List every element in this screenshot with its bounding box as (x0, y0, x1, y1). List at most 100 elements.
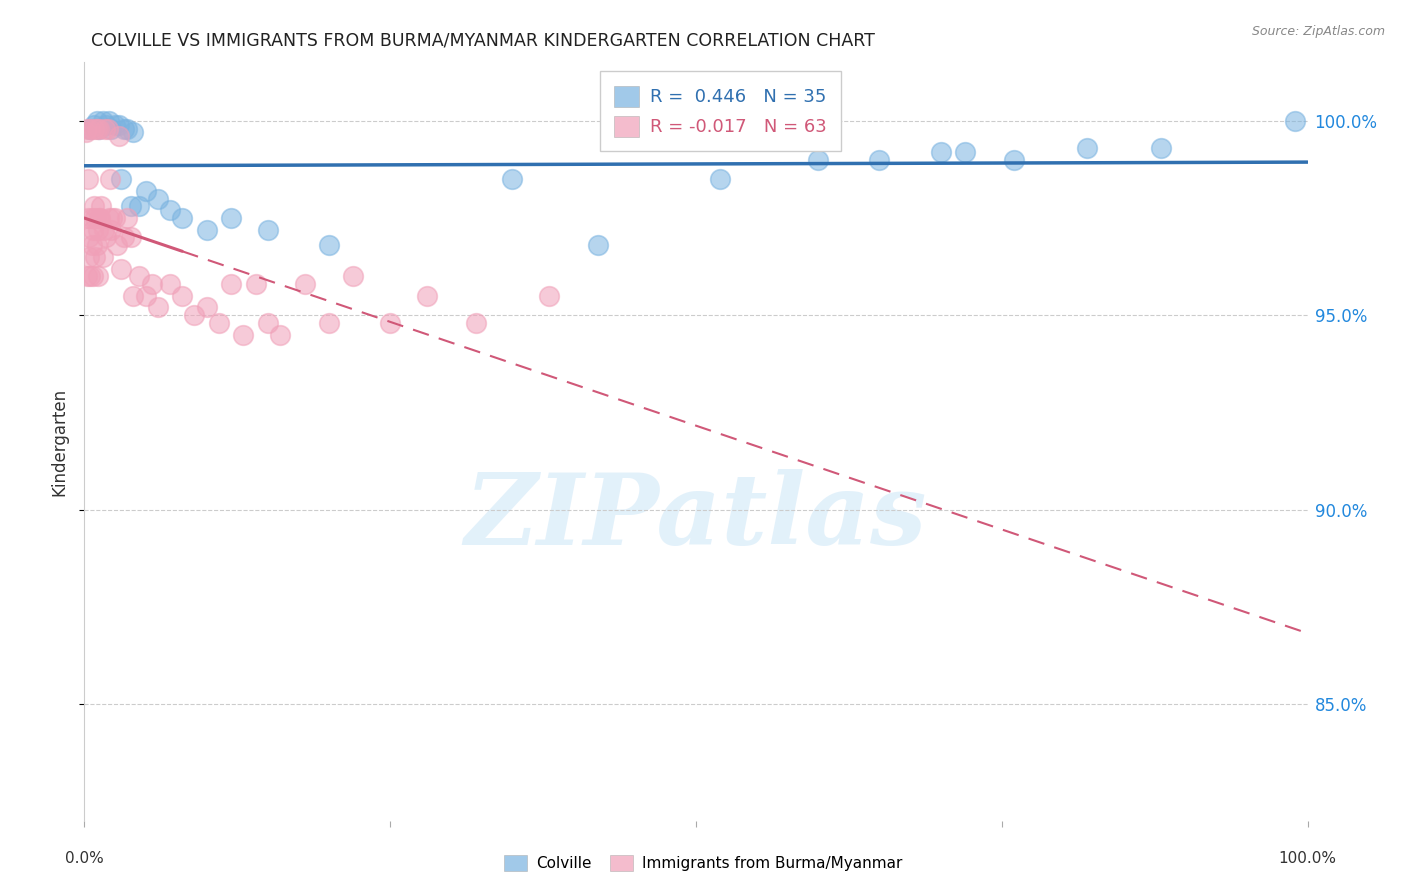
Point (84, 211, 107, 225)
Point (1002, 153, 1025, 167)
Point (90, 199, 112, 213)
Point (232, 327, 254, 342)
Point (93, 222, 115, 236)
Point (953, 145, 976, 159)
Point (807, 153, 830, 167)
Point (80, 211, 103, 225)
Y-axis label: Kindergarten: Kindergarten (51, 387, 69, 496)
Point (76, 121, 98, 136)
Point (146, 192, 169, 206)
Point (110, 172, 132, 186)
Point (195, 222, 218, 236)
Point (112, 230, 135, 244)
Point (107, 129, 129, 144)
Point (91, 113, 114, 128)
Point (342, 269, 364, 284)
Point (219, 277, 242, 291)
Point (105, 238, 128, 252)
Point (97, 121, 120, 136)
Point (1076, 141, 1098, 155)
Point (87, 121, 110, 136)
Point (82, 222, 104, 236)
Point (219, 211, 242, 225)
Point (245, 277, 267, 291)
Point (135, 184, 157, 198)
Point (96, 118, 118, 132)
Point (709, 172, 731, 186)
Point (318, 316, 340, 330)
Text: 0.0%: 0.0% (65, 851, 104, 866)
Point (97, 211, 120, 225)
Point (83, 199, 105, 213)
Point (110, 261, 132, 276)
Point (76, 269, 98, 284)
Point (464, 316, 486, 330)
Point (97, 113, 120, 128)
Point (87, 211, 110, 225)
Point (269, 327, 291, 342)
Point (183, 308, 205, 322)
Point (159, 203, 181, 218)
Point (101, 211, 124, 225)
Point (77, 230, 100, 244)
Point (257, 316, 280, 330)
Point (87, 269, 110, 284)
Text: Source: ZipAtlas.com: Source: ZipAtlas.com (1251, 25, 1385, 38)
Point (141, 277, 163, 291)
Point (120, 199, 142, 213)
Point (87, 121, 110, 136)
Point (112, 121, 135, 136)
Point (77, 250, 100, 264)
Point (172, 211, 194, 225)
Point (318, 238, 340, 252)
Point (96, 230, 118, 244)
Point (122, 125, 145, 139)
Point (80, 238, 103, 252)
Point (107, 118, 129, 132)
Point (104, 118, 127, 132)
Point (159, 277, 181, 291)
Point (87, 222, 110, 236)
Point (1284, 113, 1306, 128)
Point (380, 316, 402, 330)
Point (79, 269, 101, 284)
Point (79, 121, 101, 136)
Point (100, 222, 122, 236)
Point (538, 289, 561, 303)
Point (869, 153, 891, 167)
Text: COLVILLE VS IMMIGRANTS FROM BURMA/MYANMAR KINDERGARTEN CORRELATION CHART: COLVILLE VS IMMIGRANTS FROM BURMA/MYANMA… (91, 31, 876, 49)
Point (257, 222, 280, 236)
Point (929, 145, 952, 159)
Point (86, 113, 108, 128)
Point (75, 125, 97, 139)
Legend: Colville, Immigrants from Burma/Myanmar: Colville, Immigrants from Burma/Myanmar (498, 849, 908, 877)
Point (77, 211, 100, 225)
Point (115, 121, 138, 136)
Point (104, 211, 127, 225)
Point (100, 121, 122, 136)
Point (83, 121, 105, 136)
Point (128, 199, 150, 213)
Point (86, 121, 108, 136)
Point (208, 316, 231, 330)
Point (77, 172, 100, 186)
Point (195, 301, 218, 315)
Point (122, 289, 145, 303)
Point (79, 121, 101, 136)
Point (94, 121, 117, 136)
Point (172, 289, 194, 303)
Point (416, 289, 439, 303)
Point (120, 230, 142, 244)
Point (146, 301, 169, 315)
Point (89, 211, 111, 225)
Point (84, 250, 107, 264)
Text: ZIPatlas: ZIPatlas (465, 469, 927, 566)
Point (502, 172, 524, 186)
Point (294, 277, 316, 291)
Point (83, 118, 105, 132)
Legend: R =  0.446   N = 35, R = -0.017   N = 63: R = 0.446 N = 35, R = -0.017 N = 63 (599, 71, 841, 151)
Point (135, 289, 157, 303)
Point (86, 238, 108, 252)
Point (91, 250, 114, 264)
Point (82, 269, 104, 284)
